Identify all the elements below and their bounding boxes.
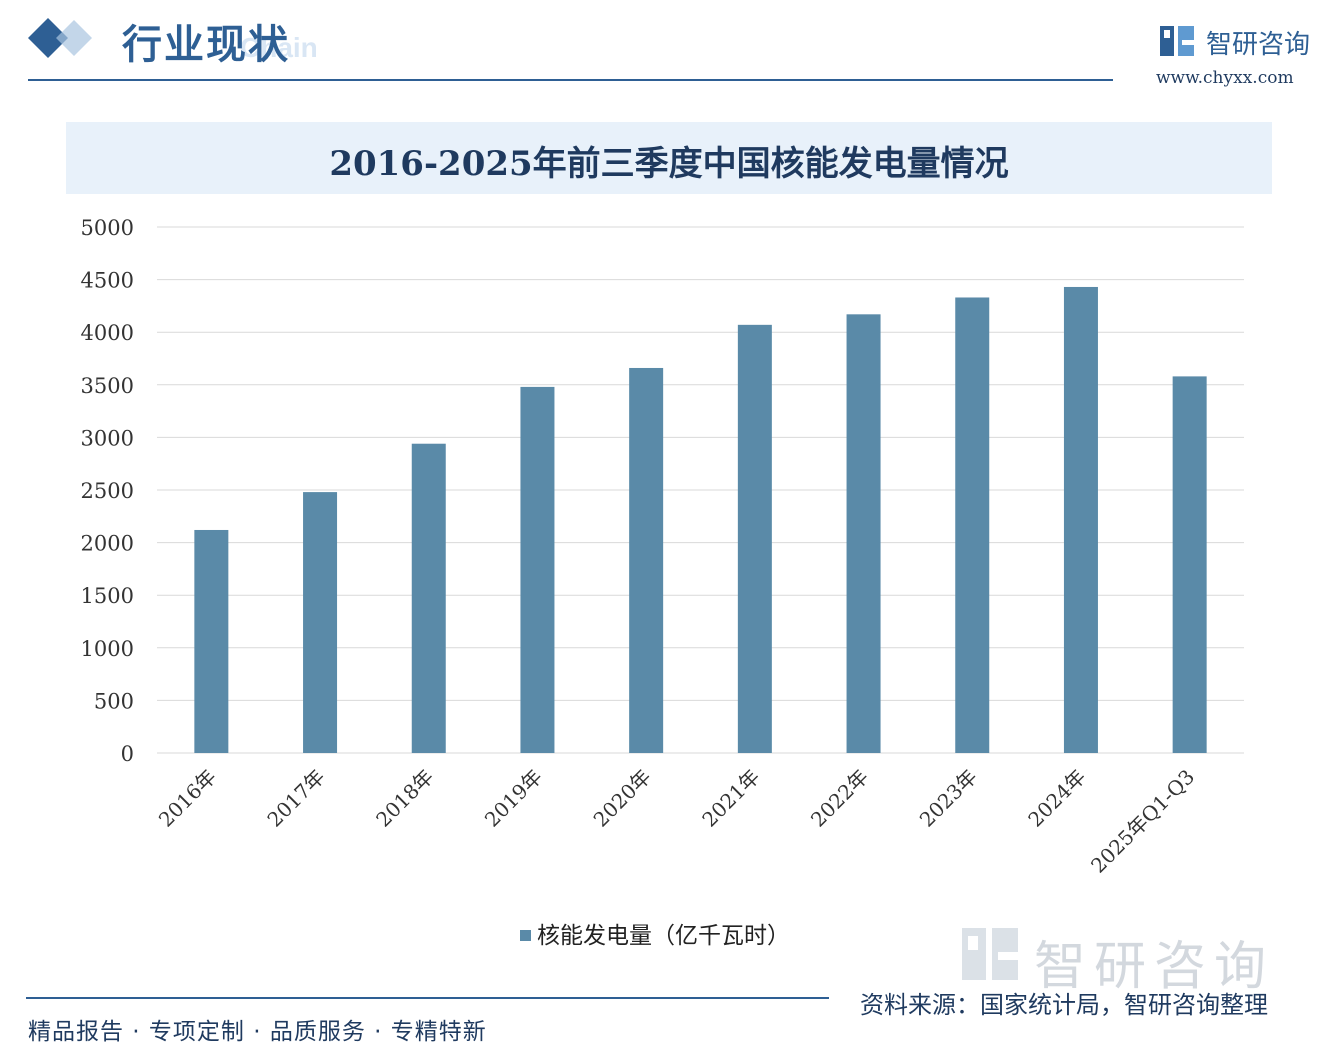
y-tick-label: 3000 bbox=[81, 426, 134, 450]
bar bbox=[737, 324, 772, 753]
y-tick-label: 1000 bbox=[81, 637, 134, 661]
header: Chain 行业现状 智研咨询 www.chyxx.com bbox=[0, 0, 1334, 90]
footer-tagline: 精品报告 · 专项定制 · 品质服务 · 专精特新 bbox=[28, 1019, 487, 1045]
brand-url: www.chyxx.com bbox=[1156, 68, 1294, 88]
bar bbox=[520, 386, 555, 753]
y-tick-label: 2000 bbox=[81, 532, 134, 556]
x-tick-label: 2018年 bbox=[371, 765, 438, 832]
y-tick-label: 4500 bbox=[81, 269, 134, 293]
y-tick-label: 5000 bbox=[81, 216, 134, 240]
y-tick-label: 3500 bbox=[81, 374, 134, 398]
bar bbox=[846, 314, 881, 753]
bar bbox=[955, 297, 990, 753]
bar bbox=[1172, 376, 1207, 753]
y-tick-label: 0 bbox=[121, 742, 134, 766]
footer-divider bbox=[26, 997, 829, 999]
ghost-subtitle: Chain bbox=[240, 32, 318, 63]
legend-label: 核能发电量（亿千瓦时） bbox=[537, 923, 790, 949]
watermark-logo-icon bbox=[962, 928, 1018, 980]
x-tick-label: 2017年 bbox=[262, 765, 329, 832]
y-tick-label: 2500 bbox=[81, 479, 134, 503]
x-tick-label: 2024年 bbox=[1023, 765, 1090, 832]
x-tick-label: 2019年 bbox=[480, 765, 547, 832]
bar bbox=[1063, 286, 1098, 753]
brand-name: 智研咨询 bbox=[1206, 30, 1311, 60]
chart-title-band: 2016-2025年前三季度中国核能发电量情况 bbox=[66, 122, 1272, 194]
x-tick-label: 2021年 bbox=[697, 765, 764, 832]
legend-swatch bbox=[520, 930, 531, 941]
watermark-text: 智研咨询 bbox=[1034, 937, 1275, 997]
x-tick-label: 2023年 bbox=[915, 765, 982, 832]
y-tick-label: 4000 bbox=[81, 321, 134, 345]
chart-title: 2016-2025年前三季度中国核能发电量情况 bbox=[329, 144, 1009, 184]
x-tick-label: 2016年 bbox=[154, 765, 221, 832]
y-tick-label: 500 bbox=[94, 689, 134, 713]
x-tick-label: 2022年 bbox=[806, 765, 873, 832]
bar bbox=[411, 443, 446, 753]
header-divider bbox=[28, 79, 1113, 81]
y-tick-label: 1500 bbox=[81, 584, 134, 608]
bar bbox=[629, 367, 664, 753]
x-tick-label: 2025年Q1-Q3 bbox=[1086, 765, 1199, 878]
diamond-icon bbox=[28, 18, 92, 58]
bar bbox=[303, 492, 338, 753]
x-tick-label: 2020年 bbox=[589, 765, 656, 832]
section-title: 行业现状 bbox=[122, 22, 290, 68]
data-source: 资料来源：国家统计局，智研咨询整理 bbox=[860, 991, 1268, 1019]
brand-logo-icon bbox=[1160, 26, 1194, 56]
bar bbox=[194, 529, 229, 753]
